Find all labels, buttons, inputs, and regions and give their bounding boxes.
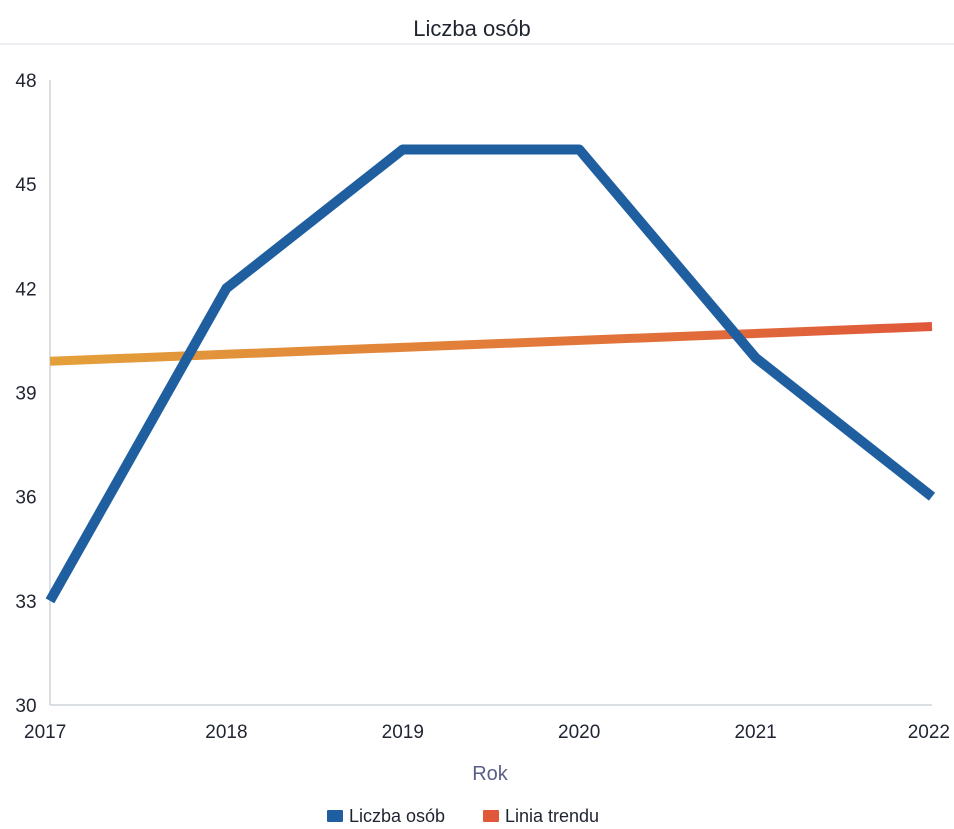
x-tick-label: 2021 bbox=[734, 722, 776, 743]
chart-title: Liczba osób bbox=[413, 16, 530, 41]
x-tick-label: 2018 bbox=[205, 722, 247, 743]
x-tick-label: 2019 bbox=[382, 722, 424, 743]
y-tick-labels: 30 33 36 39 42 45 48 bbox=[15, 71, 36, 717]
x-tick-labels: 2017 2018 2019 2020 2021 2022 bbox=[24, 722, 950, 743]
y-tick-label: 33 bbox=[15, 592, 36, 613]
y-tick-label: 36 bbox=[15, 488, 36, 509]
x-tick-label: 2022 bbox=[908, 722, 950, 743]
legend-label-linia-trendu: Linia trendu bbox=[505, 806, 599, 826]
y-tick-label: 39 bbox=[15, 384, 36, 405]
x-axis-label: Rok bbox=[472, 763, 509, 785]
legend-label-liczba-osob: Liczba osób bbox=[349, 806, 445, 826]
y-tick-label: 48 bbox=[15, 71, 36, 92]
series-line-liczba-osob bbox=[45, 144, 936, 604]
legend-swatch-liczba-osob bbox=[327, 810, 343, 822]
series-layer bbox=[45, 144, 936, 604]
y-tick-label: 30 bbox=[15, 696, 36, 717]
series-line-linia-trendu bbox=[49, 322, 933, 366]
legend-swatch-linia-trendu bbox=[483, 810, 499, 822]
x-tick-label: 2020 bbox=[558, 722, 600, 743]
legend: Liczba osób Linia trendu bbox=[327, 806, 599, 826]
y-tick-label: 42 bbox=[15, 279, 36, 300]
y-tick-label: 45 bbox=[15, 175, 36, 196]
x-tick-label: 2017 bbox=[24, 722, 66, 743]
